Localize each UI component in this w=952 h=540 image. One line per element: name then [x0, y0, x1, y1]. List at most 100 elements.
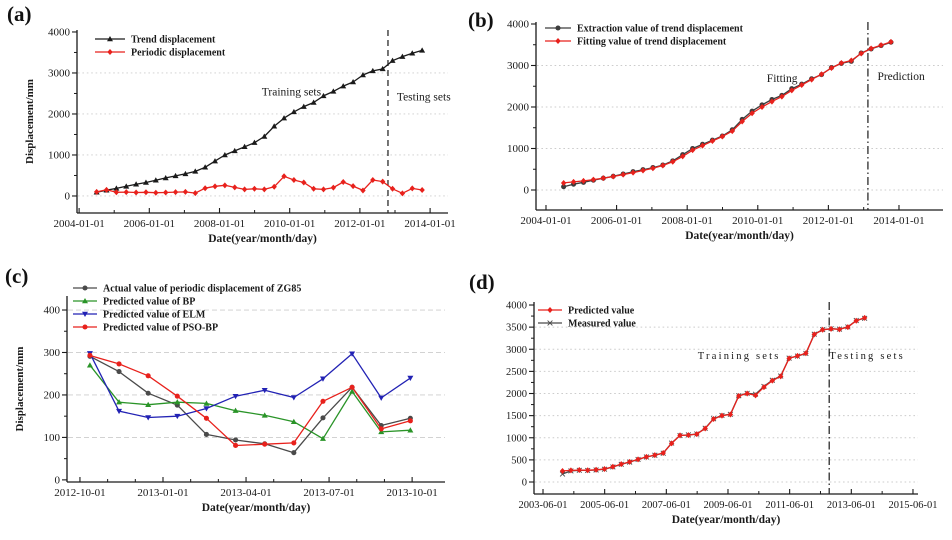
svg-text:2000: 2000: [506, 389, 527, 400]
legend: Predicted value Measured value: [538, 306, 636, 330]
svg-text:400: 400: [44, 305, 61, 317]
svg-text:2008-01-01: 2008-01-01: [662, 215, 713, 227]
svg-text:1000: 1000: [506, 433, 527, 444]
svg-text:2012-01-01: 2012-01-01: [334, 218, 385, 230]
svg-text:Displacement/mm: Displacement/mm: [24, 79, 36, 164]
svg-text:Measured value: Measured value: [568, 319, 636, 330]
panel-a: (a) 2004-01-01 2006-01-01 2008-01-01 2010-0…: [0, 0, 466, 262]
series-line: [93, 173, 425, 197]
legend: Actual value of periodic displacement of…: [73, 284, 301, 334]
svg-text:Periodic displacement: Periodic displacement: [131, 48, 226, 59]
gridlines: [78, 72, 448, 197]
svg-text:Trend displacement: Trend displacement: [131, 35, 216, 46]
svg-text:Date(year/month/day): Date(year/month/day): [208, 233, 317, 245]
series-line: [559, 315, 868, 477]
svg-text:2006-01-01: 2006-01-01: [124, 218, 175, 230]
panel-d: (d) 2003-06-01 2005-06-01 2007-06-01 2009-0…: [466, 262, 952, 540]
svg-text:1000: 1000: [48, 149, 71, 161]
svg-text:3000: 3000: [48, 67, 71, 79]
svg-text:Date(year/month/day): Date(year/month/day): [672, 514, 781, 526]
panel-c-chart: 2012-10-01 2013-01-01 2013-04-01 2013-07-01…: [14, 284, 445, 514]
svg-text:2010-01-01: 2010-01-01: [732, 215, 783, 227]
svg-text:2000: 2000: [507, 101, 530, 113]
annotations: Fitting Prediction: [767, 71, 925, 85]
svg-text:2013-10-01: 2013-10-01: [386, 487, 437, 499]
svg-text:Prediction: Prediction: [877, 71, 925, 83]
svg-text:100: 100: [44, 432, 61, 444]
svg-text:Fitting: Fitting: [767, 73, 798, 85]
svg-text:2010-01-01: 2010-01-01: [264, 218, 315, 230]
panel-c-label: (c): [5, 264, 29, 288]
svg-text:3000: 3000: [506, 345, 527, 356]
svg-text:2014-01-01: 2014-01-01: [873, 215, 924, 227]
svg-text:Predicted value of ELM: Predicted value of ELM: [103, 310, 206, 321]
svg-text:2004-01-01: 2004-01-01: [520, 215, 571, 227]
svg-text:1000: 1000: [507, 143, 530, 155]
svg-text:2013-01-01: 2013-01-01: [137, 487, 188, 499]
panel-d-chart: 2003-06-01 2005-06-01 2007-06-01 2009-06-01…: [506, 301, 937, 526]
svg-text:0: 0: [55, 474, 61, 486]
svg-text:200: 200: [44, 389, 61, 401]
legend: Extraction value of trend displacement Fi…: [545, 24, 744, 48]
svg-text:2013-06-01: 2013-06-01: [827, 500, 876, 511]
series-line: [86, 362, 414, 441]
svg-text:2000: 2000: [48, 108, 71, 120]
axes: 2003-06-01 2005-06-01 2007-06-01 2009-06-01…: [506, 301, 937, 511]
panel-b-chart: 2004-01-01 2006-01-01 2008-01-01 2010-01-01…: [507, 18, 943, 242]
gridlines: [68, 309, 445, 438]
svg-text:Testing sets: Testing sets: [397, 91, 451, 103]
svg-text:4000: 4000: [506, 301, 527, 312]
svg-text:4000: 4000: [507, 18, 530, 30]
svg-text:2011-06-01: 2011-06-01: [765, 500, 814, 511]
svg-text:2012-10-01: 2012-10-01: [54, 487, 105, 499]
panel-c: (c) 2012-10-01 2013-01-01 2013-04-01 2013-0…: [0, 262, 466, 540]
svg-text:Displacement/mm: Displacement/mm: [14, 347, 26, 432]
svg-text:Predicted value: Predicted value: [568, 306, 635, 317]
svg-text:500: 500: [511, 455, 527, 466]
svg-text:2008-01-01: 2008-01-01: [194, 218, 245, 230]
svg-text:3000: 3000: [507, 60, 530, 72]
annotations: Training sets Testing sets: [262, 87, 451, 104]
svg-text:Extraction value of trend disp: Extraction value of trend displacement: [577, 24, 744, 35]
panel-b-label: (b): [468, 8, 494, 32]
legend: Trend displacement Periodic displacement: [95, 35, 226, 59]
svg-text:2013-07-01: 2013-07-01: [303, 487, 354, 499]
svg-text:0: 0: [522, 478, 527, 489]
svg-text:Training sets: Training sets: [262, 87, 322, 99]
svg-text:Testing sets: Testing sets: [829, 351, 905, 362]
svg-text:2009-06-01: 2009-06-01: [703, 500, 752, 511]
svg-text:Date(year/month/day): Date(year/month/day): [685, 230, 794, 242]
svg-text:3500: 3500: [506, 323, 527, 334]
axis-titles: Date(year/month/day) Displacement/mm: [14, 347, 310, 514]
svg-text:300: 300: [44, 347, 61, 359]
svg-text:4000: 4000: [48, 26, 71, 38]
svg-text:2014-01-01: 2014-01-01: [404, 218, 455, 230]
axes: 2004-01-01 2006-01-01 2008-01-01 2010-01-01…: [507, 18, 943, 227]
svg-text:Training sets: Training sets: [698, 351, 781, 362]
panel-a-chart: 2004-01-01 2006-01-01 2008-01-01 2010-01-01…: [24, 26, 456, 245]
panel-d-label: (d): [469, 270, 495, 294]
series: [559, 314, 868, 477]
svg-text:1500: 1500: [506, 411, 527, 422]
series-line: [559, 314, 868, 474]
svg-text:Predicted value of BP: Predicted value of BP: [103, 297, 195, 308]
axis-titles: Date(year/month/day): [685, 230, 794, 242]
axes: 2012-10-01 2013-01-01 2013-04-01 2013-07-01…: [44, 296, 445, 499]
svg-text:Date(year/month/day): Date(year/month/day): [202, 502, 311, 514]
panel-a-label: (a): [7, 2, 32, 26]
axis-titles: Date(year/month/day): [672, 514, 781, 526]
svg-text:2015-06-01: 2015-06-01: [888, 500, 937, 511]
annotations: Training sets Testing sets: [698, 351, 905, 362]
svg-text:2006-01-01: 2006-01-01: [591, 215, 642, 227]
series-line: [87, 352, 413, 449]
svg-text:2003-06-01: 2003-06-01: [519, 500, 568, 511]
svg-text:Predicted value of PSO-BP: Predicted value of PSO-BP: [103, 323, 218, 334]
svg-text:2007-06-01: 2007-06-01: [642, 500, 691, 511]
panel-b: (b) 2004-01-01 2006-01-01 2008-01-01 2010-0…: [466, 0, 952, 262]
svg-text:Actual value of periodic displ: Actual value of periodic displacement of…: [103, 284, 301, 295]
series-line: [560, 38, 894, 186]
series-line: [93, 47, 426, 195]
series: [560, 38, 894, 190]
svg-text:2004-01-01: 2004-01-01: [53, 218, 104, 230]
